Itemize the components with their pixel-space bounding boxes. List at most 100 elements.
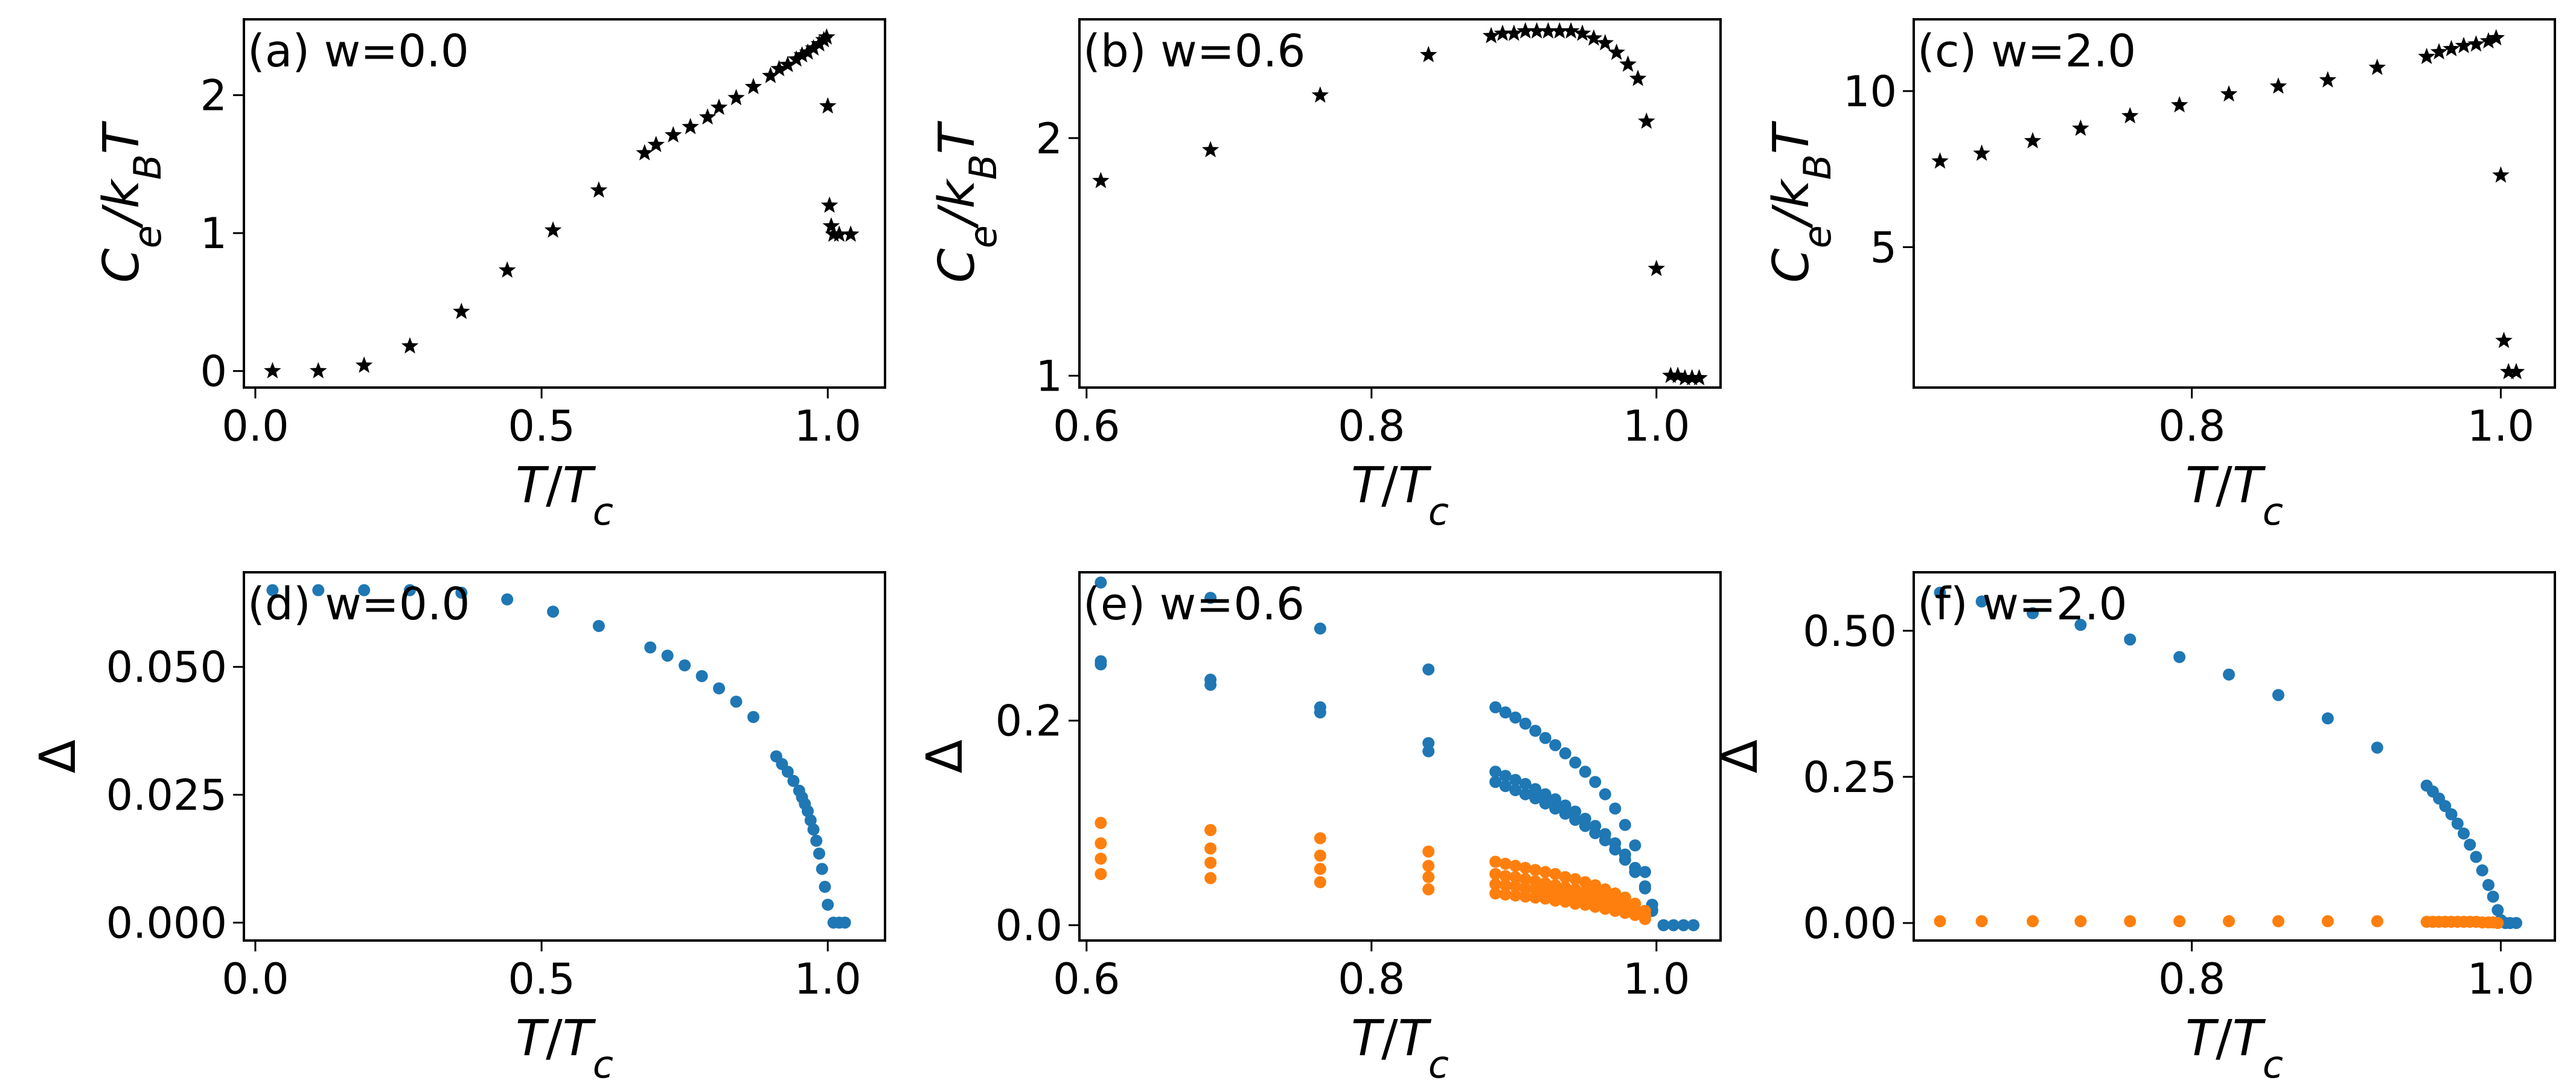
data-point — [727, 89, 745, 106]
data-point — [1499, 857, 1512, 870]
data-point — [1638, 913, 1651, 925]
panel-4: 0.6 0.8 1.0 0.0 0.2 T/Tc Δ (e) w=0.6 — [916, 571, 1722, 1086]
y-tick-label: 1 — [200, 209, 227, 258]
series-0 — [1092, 22, 1708, 386]
data-point — [2499, 363, 2517, 380]
data-point — [2458, 827, 2470, 840]
data-point — [1579, 898, 1591, 911]
panel-5: 0.8 1.0 0.00 0.25 0.50 T/Tc Δ (f) w=2.0 — [1711, 571, 2556, 1086]
panel-1: 0.6 0.8 1.0 1 2 T/Tc Ce/kBT (b) w=0.6 — [928, 18, 1722, 534]
data-point — [2439, 800, 2452, 813]
data-point — [2476, 864, 2488, 877]
data-point — [1934, 586, 1946, 599]
data-point — [819, 881, 831, 893]
data-point — [2124, 915, 2137, 928]
data-point — [1314, 863, 1326, 875]
data-point — [2487, 890, 2499, 903]
data-point — [1629, 839, 1641, 852]
y-axis-label: Δ — [916, 739, 974, 773]
data-point — [1608, 43, 1625, 60]
data-point — [1609, 802, 1622, 815]
y-axis-label: Δ — [30, 739, 87, 773]
data-point — [810, 35, 828, 52]
data-point — [1573, 24, 1591, 41]
data-point — [1509, 711, 1522, 724]
x-tick-label: 0.5 — [508, 401, 575, 451]
data-point — [1505, 24, 1523, 41]
data-point — [266, 584, 279, 596]
data-point — [805, 39, 822, 56]
x-tick-label: 1.0 — [1623, 954, 1690, 1004]
data-point — [820, 196, 839, 213]
data-point — [2074, 915, 2087, 928]
x-tick-label: 1.0 — [794, 954, 861, 1004]
data-point — [1539, 797, 1552, 810]
data-point — [1973, 144, 1990, 161]
data-point — [1509, 889, 1522, 902]
data-point — [822, 217, 840, 234]
x-tick-label: 1.0 — [1623, 401, 1690, 451]
data-point — [2269, 77, 2287, 94]
data-point — [698, 108, 717, 125]
data-point — [2072, 119, 2089, 136]
data-point — [682, 118, 699, 135]
data-point — [1201, 141, 1219, 158]
data-point — [1569, 756, 1582, 769]
data-point — [264, 362, 281, 379]
data-point — [1579, 765, 1591, 778]
x-axis-label: T/Tc — [516, 1010, 613, 1086]
data-point — [793, 46, 811, 63]
y-tick-label: 0.000 — [106, 898, 227, 948]
data-point — [1482, 27, 1500, 43]
x-tick-label: 0.8 — [1338, 401, 1405, 451]
y-axis-label: Δ — [1711, 739, 1769, 773]
data-point — [1529, 891, 1542, 904]
data-point — [1589, 776, 1602, 788]
x-axis-label: T/Tc — [1351, 457, 1449, 534]
data-point — [762, 66, 779, 83]
data-point — [1422, 870, 1435, 883]
data-point — [2368, 59, 2386, 75]
data-point — [2321, 712, 2334, 725]
axes-frame — [1913, 18, 2556, 389]
data-point — [2491, 904, 2504, 916]
data-point — [2027, 915, 2039, 928]
data-point — [1204, 857, 1217, 869]
data-point — [1669, 366, 1687, 383]
data-point — [636, 144, 654, 161]
data-point — [1509, 773, 1522, 786]
data-point — [2371, 741, 2383, 754]
data-point — [1519, 861, 1532, 874]
panel-2: 0.8 1.0 5 10 T/Tc Ce/kBT (c) w=2.0 — [1763, 18, 2556, 534]
data-point — [1494, 24, 1512, 41]
y-axis-label: Ce/kBT — [93, 120, 170, 283]
data-point — [1609, 904, 1622, 917]
data-point — [1519, 788, 1532, 800]
data-point — [544, 221, 562, 238]
data-point — [1489, 867, 1502, 880]
panel-0: 0.0 0.5 1.0 0 1 2 T/Tc Ce/kBT (a) w=0.0 — [93, 18, 886, 534]
data-point — [2479, 32, 2498, 49]
data-point — [2487, 29, 2505, 46]
data-point — [695, 669, 708, 682]
y-tick-label: 0.25 — [1803, 753, 1897, 802]
data-point — [1204, 824, 1217, 836]
x-tick-label: 0.0 — [222, 954, 289, 1004]
y-tick-label: 10 — [1843, 67, 1897, 117]
data-point — [1499, 888, 1512, 901]
data-point — [1596, 34, 1614, 51]
data-point — [1579, 820, 1591, 832]
data-point — [2492, 166, 2510, 183]
data-point — [2223, 915, 2236, 928]
y-tick-label: 0.50 — [1803, 607, 1897, 656]
x-tick-label: 0.8 — [2158, 401, 2225, 451]
data-point — [1569, 873, 1582, 886]
data-point — [799, 43, 817, 60]
data-point — [1559, 895, 1571, 908]
data-point — [2507, 363, 2525, 380]
data-point — [1683, 369, 1701, 386]
data-point — [839, 916, 851, 929]
data-point — [1549, 894, 1562, 907]
series-1 — [1934, 915, 2504, 929]
data-point — [2430, 43, 2448, 60]
